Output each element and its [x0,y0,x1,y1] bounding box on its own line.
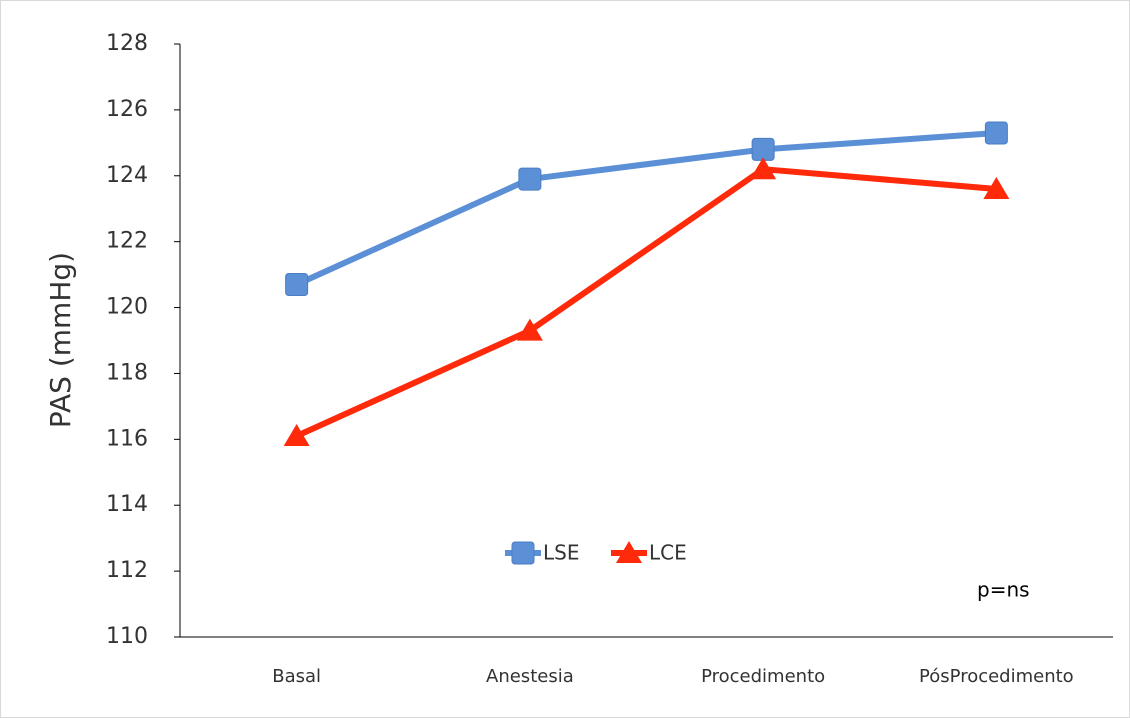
marker [283,424,310,447]
marker [751,137,775,161]
y-tick-label: 116 [106,426,148,451]
y-tick-label: 124 [106,163,148,188]
marker [518,167,542,191]
y-tick-label: 110 [106,624,148,649]
legend-label: LSE [543,541,579,565]
marker [516,318,543,341]
y-tick-label: 112 [106,558,148,583]
series-line [295,129,997,288]
x-tick-label: PósProcedimento [919,666,1074,687]
y-tick-label: 120 [106,295,148,320]
y-tick-label: 128 [106,31,148,56]
x-tick-label: Anestesia [486,666,574,687]
marker [984,121,1008,145]
annotation: p=ns [977,578,1030,602]
x-tick-label: Basal [272,666,321,687]
marker [285,272,309,296]
marker [983,176,1010,199]
marker [511,541,535,565]
marker [616,541,642,563]
y-tick-label: 118 [106,360,148,385]
y-axis-label: PAS (mmHg) [44,252,77,428]
legend-label: LCE [649,541,687,565]
x-tick-label: Procedimento [701,666,825,687]
y-tick-label: 122 [106,229,148,254]
y-tick-label: 126 [106,97,148,122]
marker [750,157,777,180]
y-tick-label: 114 [106,492,148,517]
series-line [295,166,997,439]
